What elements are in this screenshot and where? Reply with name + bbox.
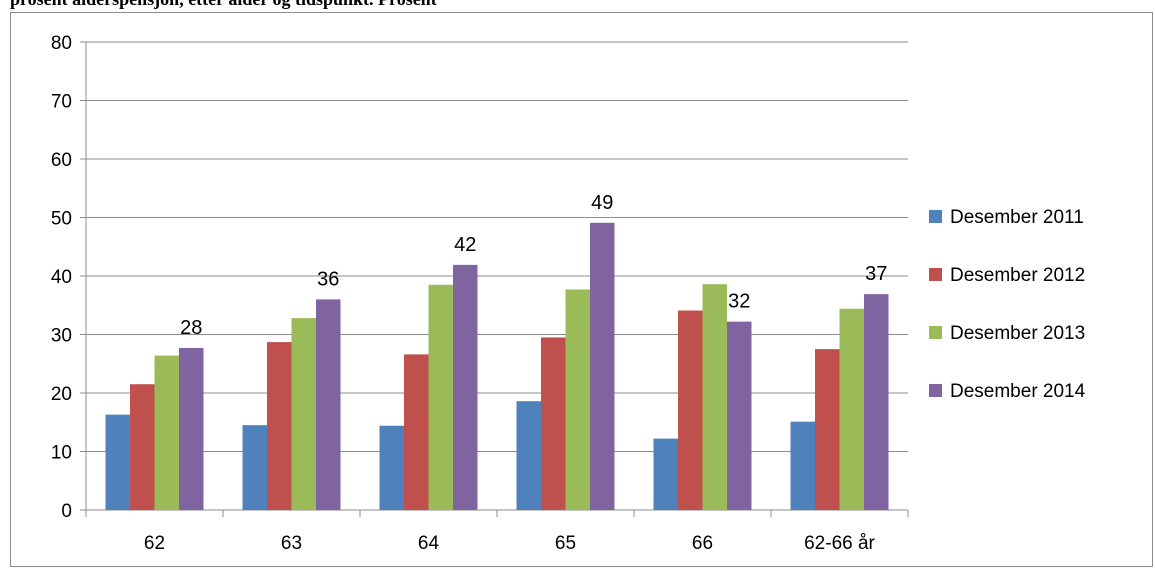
bar	[130, 384, 155, 510]
bar	[727, 321, 752, 510]
y-tick-label: 10	[51, 443, 72, 464]
data-label: 49	[591, 192, 613, 214]
legend-swatch	[929, 268, 942, 281]
x-tick-label: 65	[555, 533, 576, 554]
x-tick-label: 62-66 år	[804, 533, 875, 554]
bar	[678, 310, 703, 510]
y-tick-label: 20	[51, 384, 72, 405]
legend-label: Desember 2012	[950, 265, 1085, 286]
bar	[590, 222, 615, 510]
bar	[790, 421, 815, 510]
bar	[316, 299, 341, 510]
chart-frame: 0 10 20 30 40 50 60 70 80 62 63 64 65 66 62-66 år 28 36 4…	[10, 12, 1153, 567]
y-tick-label: 50	[51, 209, 72, 230]
legend-label: Desember 2011	[950, 207, 1084, 228]
bar	[541, 337, 566, 510]
bar	[453, 264, 478, 510]
data-label: 32	[728, 291, 750, 313]
bar	[653, 438, 678, 510]
x-tick-label: 66	[692, 533, 713, 554]
bar	[291, 318, 316, 510]
bar	[267, 342, 292, 510]
bar	[565, 289, 590, 510]
legend-swatch	[929, 326, 942, 339]
x-tick-label: 64	[418, 533, 440, 554]
data-label: 36	[317, 268, 339, 290]
bar	[404, 354, 429, 510]
x-tick-label: 62	[144, 533, 165, 554]
legend-swatch	[929, 210, 942, 223]
legend-swatch	[929, 384, 942, 397]
data-label: 42	[454, 234, 476, 256]
bar	[815, 349, 840, 510]
y-tick-label: 80	[51, 33, 72, 54]
bar	[379, 425, 404, 510]
bar	[242, 425, 267, 510]
y-tick-label: 60	[51, 150, 72, 171]
data-label: 37	[865, 263, 887, 285]
bar	[839, 308, 864, 510]
bar	[154, 355, 179, 510]
bar	[864, 294, 889, 510]
y-tick-label: 30	[51, 326, 72, 347]
bar-chart: 0 10 20 30 40 50 60 70 80 62 63 64 65 66 62-66 år 28 36 4…	[51, 33, 1086, 554]
bar	[516, 401, 541, 510]
x-tick-label: 63	[281, 533, 302, 554]
page-title: prosent alderspensjon, etter alder og ti…	[10, 0, 437, 10]
data-label: 28	[180, 317, 202, 339]
legend-label: Desember 2014	[950, 381, 1086, 402]
bar	[702, 284, 727, 510]
y-tick-label: 40	[51, 267, 72, 288]
legend-label: Desember 2013	[950, 323, 1085, 344]
y-tick-label: 70	[51, 92, 72, 113]
bar	[105, 414, 130, 510]
bar	[179, 347, 204, 510]
y-tick-label: 0	[61, 501, 72, 522]
bar	[428, 284, 453, 510]
